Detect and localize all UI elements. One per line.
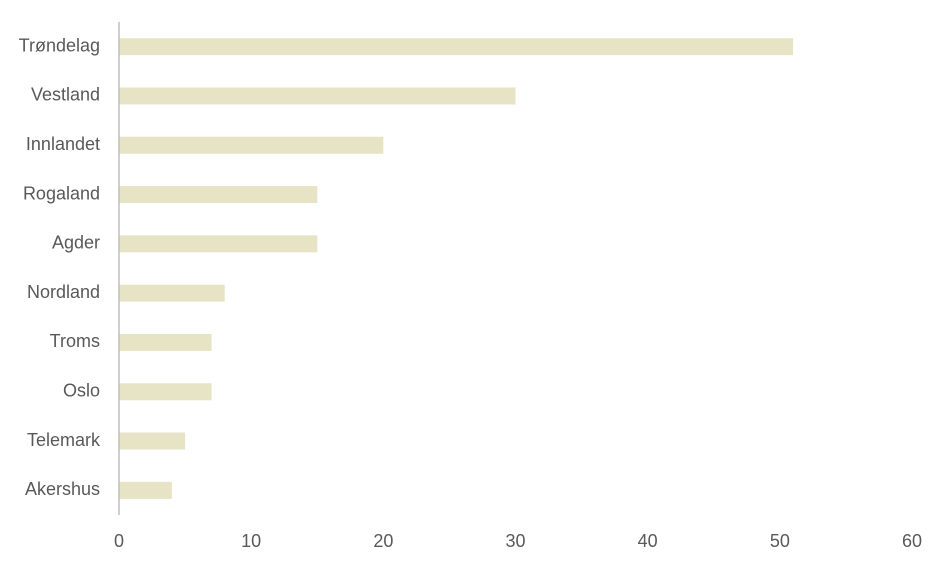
x-tick-label: 50 [770, 531, 790, 551]
bar [119, 87, 516, 105]
y-tick-label: Vestland [31, 85, 100, 105]
x-tick-label: 30 [505, 531, 525, 551]
bar [119, 481, 172, 499]
x-tick-label: 40 [638, 531, 658, 551]
y-tick-label: Akershus [25, 479, 100, 499]
y-tick-label: Nordland [27, 282, 100, 302]
y-tick-label: Agder [52, 233, 100, 253]
x-tick-label: 10 [241, 531, 261, 551]
bar [119, 186, 318, 204]
bar [119, 432, 186, 450]
bar [119, 136, 384, 154]
y-tick-label: Oslo [63, 381, 100, 401]
y-tick-label: Telemark [27, 430, 101, 450]
y-tick-label: Innlandet [26, 134, 100, 154]
y-tick-label: Trøndelag [19, 35, 100, 55]
x-tick-label: 20 [373, 531, 393, 551]
bar [119, 333, 212, 351]
bar [119, 38, 794, 56]
y-tick-label: Troms [50, 331, 100, 351]
bar [119, 235, 318, 253]
y-tick-label: Rogaland [23, 183, 100, 203]
bar [119, 284, 225, 302]
x-tick-label: 0 [114, 531, 124, 551]
bar [119, 383, 212, 401]
x-tick-label: 60 [902, 531, 922, 551]
